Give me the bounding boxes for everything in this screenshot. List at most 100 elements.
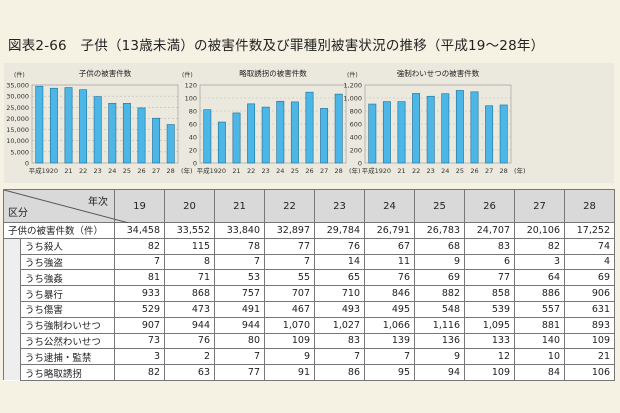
bar (166, 124, 175, 164)
x-tick-label: 24 (108, 167, 116, 175)
table-cell: 529 (114, 300, 165, 318)
y-tick-label: 10,000 (6, 137, 29, 145)
x-tick-label: 20 (50, 167, 58, 175)
plot-frame (31, 84, 179, 164)
bar (426, 95, 435, 164)
y-tick-label: 1,200 (343, 82, 362, 90)
x-tick-label: 21 (64, 167, 72, 175)
x-tick-label: 20 (383, 167, 391, 175)
indent-cell (3, 317, 21, 334)
table-cell: 846 (364, 285, 415, 302)
table-cell: 34,458 (114, 222, 165, 239)
table-cell: 76 (364, 269, 415, 287)
table-cell: 26,783 (414, 222, 465, 239)
table-cell: 7 (114, 253, 165, 271)
bar (35, 85, 44, 164)
bar (261, 106, 270, 164)
table-cell: 906 (564, 285, 615, 302)
table-cell: 76 (314, 237, 365, 255)
chart-title: 略取誘拐の被害件数 (239, 68, 307, 78)
bar (276, 100, 285, 164)
year-header: 28 (564, 189, 615, 223)
year-header: 20 (164, 189, 215, 223)
table-cell: 77 (214, 364, 265, 381)
table-cell: 81 (114, 269, 165, 287)
figure-title: 図表2-66 子供（13歳未満）の被害件数及び罪種別被害状況の推移（平成19〜2… (8, 38, 545, 54)
table-cell: 77 (464, 269, 515, 287)
y-tick-label: 0 (25, 160, 29, 168)
table-cell: 86 (314, 364, 365, 381)
table-cell: 74 (564, 237, 615, 255)
bar (217, 121, 226, 164)
y-tick-label: 0 (358, 160, 362, 168)
chart-title: 強制わいせつの被害件数 (397, 68, 480, 78)
table-row: うち暴行 933 868 757 707 710 846 882 858 886 906 (3, 285, 615, 302)
bar (485, 105, 494, 164)
y-tick-label: 15,000 (6, 126, 29, 134)
table-cell: 707 (264, 285, 315, 302)
table-cell: 84 (514, 364, 565, 381)
x-tick-label: 20 (218, 167, 226, 175)
bar (441, 93, 450, 164)
table-cell: 6 (464, 253, 515, 271)
table-cell: 82 (514, 237, 565, 255)
table-cell: 82 (114, 237, 165, 255)
indent-cell (3, 238, 21, 255)
x-tick-label: 28 (500, 167, 508, 175)
y-tick-label: 40 (189, 134, 197, 142)
table-cell: 67 (364, 237, 415, 255)
y-tick-label: 30,000 (6, 93, 29, 101)
table-cell: 491 (214, 300, 265, 318)
table-cell: 71 (164, 269, 215, 287)
y-unit-label: (件) (347, 71, 358, 79)
bar (49, 87, 58, 164)
bar (79, 89, 88, 164)
table-cell: 109 (264, 332, 315, 350)
y-tick-label: 60 (189, 121, 197, 129)
table-cell: 12 (464, 348, 515, 366)
table-cell: 29,784 (314, 222, 365, 239)
x-tick-label: 平成19 (29, 166, 50, 175)
x-tick-label: 平成19 (197, 166, 218, 175)
table-cell: 94 (414, 364, 465, 381)
x-tick-label: 27 (152, 167, 160, 175)
plot-frame (364, 84, 512, 164)
table-cell: 907 (114, 316, 165, 334)
table-cell: 26,791 (364, 222, 415, 239)
table-cell: 1,066 (364, 316, 415, 334)
table-row: うち傷害 529 473 491 467 493 495 548 539 557 631 (3, 300, 615, 318)
corner-cell: 年次 区分 (3, 189, 129, 223)
table-cell: 882 (414, 285, 465, 302)
table-cell: 3 (514, 253, 565, 271)
bar (412, 93, 421, 164)
y-unit-label: (件) (14, 71, 25, 79)
y-tick-label: 600 (350, 121, 362, 129)
table-cell: 944 (164, 316, 215, 334)
indent-cell (3, 301, 21, 318)
bar (108, 102, 117, 164)
year-header: 22 (264, 189, 315, 223)
table-cell: 1,095 (464, 316, 515, 334)
bar (137, 107, 146, 164)
table-cell: 868 (164, 285, 215, 302)
table-cell: 9 (414, 348, 465, 366)
bar (305, 91, 314, 164)
bar (122, 103, 131, 164)
table-cell: 858 (464, 285, 515, 302)
x-tick-label: 27 (485, 167, 493, 175)
table-cell: 80 (214, 332, 265, 350)
bar (64, 87, 73, 164)
row-label: うち強制わいせつ (19, 316, 116, 334)
table-row: うち強制わいせつ 907 944 944 1,070 1,027 1,066 1,116 1,0… (3, 316, 615, 334)
table-cell: 14 (314, 253, 365, 271)
corner-year-label: 年次 (88, 197, 108, 208)
table-cell: 136 (414, 332, 465, 350)
bar (334, 93, 343, 164)
table-cell: 33,840 (214, 222, 265, 239)
table-row: うち強姦 81 71 53 55 65 76 69 77 64 69 (3, 269, 615, 287)
table-cell: 4 (564, 253, 615, 271)
indent-cell (3, 333, 21, 349)
indent-cell (3, 254, 21, 270)
table-row: うち略取誘拐 82 63 77 91 86 95 94 109 84 106 (3, 364, 615, 381)
data-table: 年次 区分 19 20 21 22 23 24 25 26 27 28 子供の被… (3, 189, 615, 381)
